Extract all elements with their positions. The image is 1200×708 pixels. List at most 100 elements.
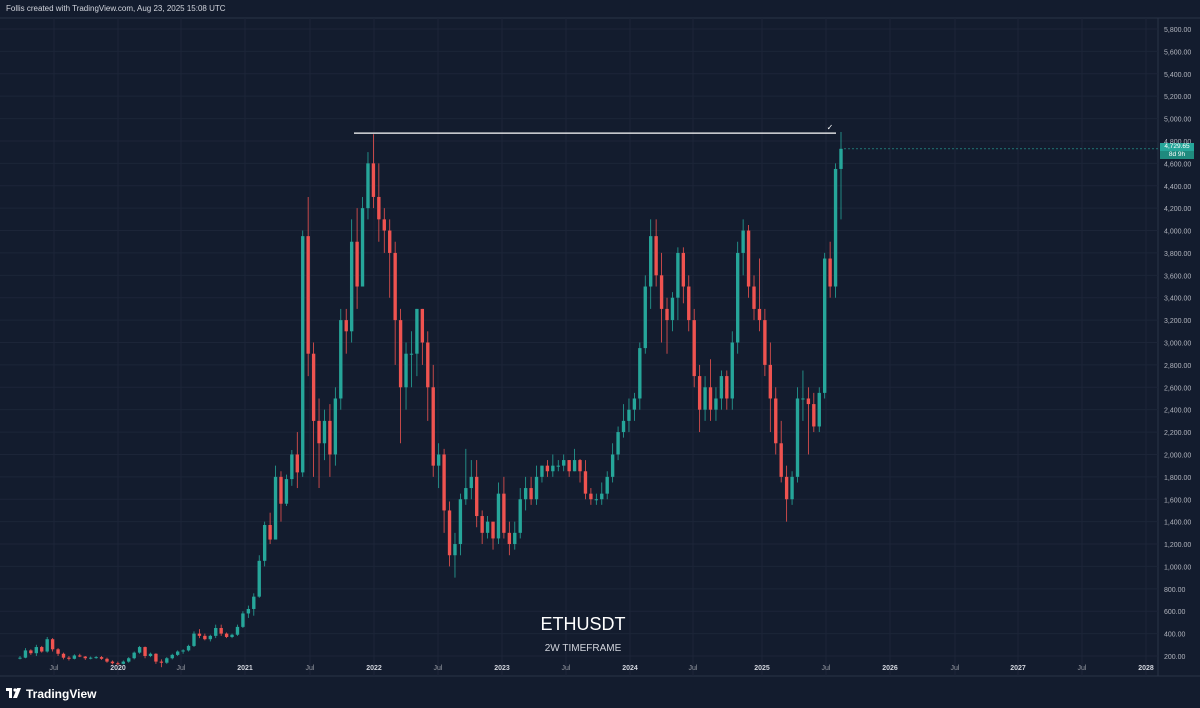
candle-body [262,525,267,561]
candle-body [388,230,392,253]
candle-body [159,661,164,663]
candle-body [442,454,446,511]
candle-body [719,376,724,399]
price-tick-label: 400.00 [1164,632,1186,639]
candle-body [360,208,365,287]
candle-body [382,219,386,231]
chart-title: ETHUSDT [541,614,626,634]
candle-body [306,236,310,354]
time-tick-label: Jul [689,665,698,672]
time-tick-label: 2020 [110,665,126,672]
candle-body [578,460,582,472]
candle-body [175,651,180,655]
tradingview-brand-text: TradingView [26,687,97,701]
candle-body [105,658,109,662]
candle-body [638,348,642,399]
price-tick-label: 5,600.00 [1164,49,1191,56]
candle-countdown-label: 8d 9h [1160,150,1194,159]
chart-subtitle: 2W TIMEFRAME [545,643,622,654]
candle-body [507,532,512,545]
candle-body [823,258,827,393]
candle-body [349,241,354,332]
time-tick-label: 2023 [494,665,510,672]
candle-body [23,650,28,658]
candle-body [127,658,131,662]
candle-body [605,476,609,494]
time-tick-label: 2024 [622,665,638,672]
candle-body [143,647,147,656]
candle-body [458,499,463,545]
candle-body [556,465,560,467]
price-tick-label: 3,600.00 [1164,273,1191,280]
candle-body [116,663,120,665]
price-tick-label: 800.00 [1164,587,1186,594]
price-tick-label: 3,000.00 [1164,341,1191,348]
candle-body [132,652,136,659]
price-tick-label: 1,400.00 [1164,520,1191,527]
candle-body [56,649,60,654]
candle-body [708,387,713,410]
candle-body [181,650,185,652]
grid-lines [0,18,1158,676]
price-tick-label: 3,200.00 [1164,318,1191,325]
price-tick-label: 3,400.00 [1164,296,1191,303]
candle-body [469,476,473,489]
candle-body [540,465,544,477]
time-tick-label: 2025 [754,665,770,672]
candle-body [583,471,588,494]
price-tick-label: 200.00 [1164,654,1186,661]
candle-body [774,398,778,444]
time-tick-label: 2022 [366,665,382,672]
candle-body [121,661,125,664]
price-tick-label: 4,400.00 [1164,184,1191,191]
candle-body [828,258,832,287]
candle-body [621,420,626,433]
time-tick-label: Jul [306,665,315,672]
candle-body [409,353,414,355]
candle-body [203,635,207,640]
candle-body [523,488,528,500]
candle-body [197,633,202,636]
candle-body [741,230,745,253]
attribution-text: Follis created with TradingView.com, Aug… [6,4,226,13]
candle-body [50,639,55,650]
time-tick-label: Jul [822,665,831,672]
candle-body [757,308,762,321]
candle-body [714,398,718,410]
time-tick-label: Jul [562,665,571,672]
overlays: ✓ [354,123,1158,150]
time-tick-label: 2026 [882,665,898,672]
price-tick-label: 2,600.00 [1164,385,1191,392]
price-tick-label: 4,000.00 [1164,229,1191,236]
candle-body [83,656,87,659]
candle-body [371,163,376,197]
checkmark-icon: ✓ [827,123,834,132]
candle-body [784,476,789,500]
candle-body [148,653,153,656]
candle-body [431,387,435,466]
price-tick-label: 1,600.00 [1164,497,1191,504]
candle-body [801,398,805,400]
candle-body [502,493,506,533]
candle-body [355,241,359,287]
candle-body [284,479,289,504]
candle-body [170,654,174,659]
candle-body [404,353,408,388]
tradingview-logo[interactable]: TradingView [6,686,96,702]
candle-body [252,596,256,609]
candle-body [779,443,783,477]
candle-body [219,628,223,634]
candle-body [676,252,680,298]
candle-body [88,657,93,659]
candle-body [730,342,734,399]
candle-body [632,398,637,410]
candle-body [654,236,658,276]
candle-body [322,420,327,444]
candle-body [18,657,22,659]
time-tick-label: 2027 [1010,665,1026,672]
time-tick-label: Jul [1078,665,1087,672]
candle-body [812,404,816,427]
candle-body [257,560,261,597]
candle-body [311,353,316,421]
